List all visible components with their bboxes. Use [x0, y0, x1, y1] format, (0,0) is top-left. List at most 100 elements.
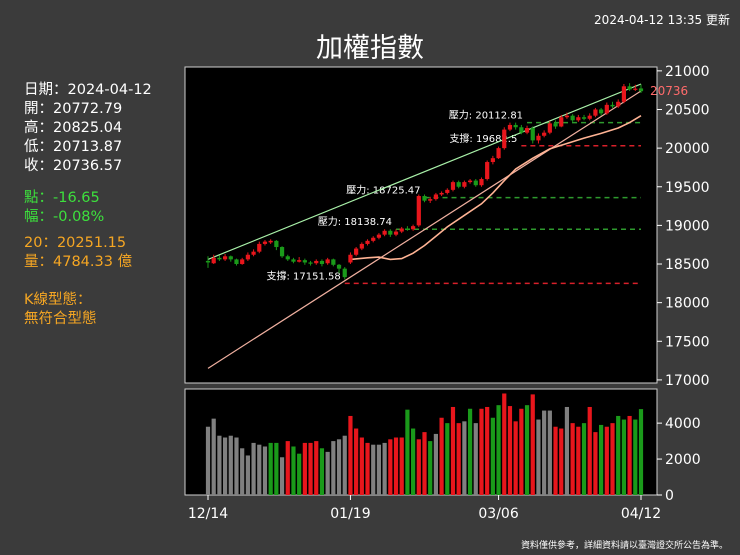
- volume-bar: [348, 415, 353, 495]
- volume-bar: [633, 419, 638, 495]
- volume-bar: [297, 453, 302, 495]
- candle-body: [205, 260, 211, 263]
- candle-body: [308, 262, 313, 264]
- volume-bar: [616, 415, 621, 495]
- candle-body: [245, 254, 250, 260]
- volume-bar: [542, 410, 547, 495]
- candle-body: [348, 254, 353, 263]
- chart-title: 加權指數: [316, 33, 424, 64]
- volume-bar: [245, 455, 250, 495]
- volume-bar: [490, 417, 495, 495]
- candle-body: [507, 124, 513, 130]
- disclaimer-footer: 資料僅供參考，詳細資料請以臺灣證交所公告為準。: [520, 541, 728, 551]
- price-tick-label: 18000: [665, 296, 710, 312]
- candle-body: [325, 259, 330, 264]
- candle-body: [576, 117, 581, 121]
- candle-body: [559, 117, 564, 127]
- upper-channel-line: [207, 83, 642, 260]
- update-timestamp: 2024-04-12 13:35 更新: [594, 13, 730, 27]
- volume-bar: [433, 433, 438, 495]
- volume-bar: [621, 419, 627, 495]
- volume-bar: [502, 393, 507, 495]
- volume-bar: [445, 423, 450, 495]
- last-price-label: 20736: [650, 84, 688, 98]
- volume-bar: [371, 444, 376, 495]
- volume-bar: [388, 439, 393, 495]
- volume-bar: [411, 428, 416, 495]
- volume-bar: [462, 421, 467, 495]
- candle-body: [524, 128, 530, 133]
- volume-bar: [336, 439, 342, 495]
- info-change-points: 點：-16.65: [24, 190, 100, 206]
- candle-body: [240, 259, 245, 265]
- volume-bar: [428, 441, 433, 495]
- candle-body: [319, 260, 325, 265]
- volume-bar: [222, 437, 228, 495]
- volume-bar: [393, 437, 399, 495]
- price-tick-label: 18500: [665, 257, 710, 273]
- volume-bar: [331, 441, 336, 495]
- volume-bar: [530, 394, 535, 495]
- candle-body: [285, 256, 290, 260]
- candle-body: [331, 259, 336, 265]
- volume-bar: [308, 442, 313, 495]
- date-tick-label: 03/06: [478, 506, 518, 522]
- candle-body: [547, 123, 552, 133]
- price-tick-label: 20500: [665, 102, 710, 118]
- candle-body: [433, 194, 438, 200]
- kline-pattern-label: K線型態：: [24, 292, 92, 308]
- candle-body: [542, 132, 547, 136]
- volume-bar: [513, 421, 518, 495]
- volume-bar: [564, 406, 570, 495]
- volume-tick-label: 2000: [665, 452, 701, 468]
- volume-bar: [422, 432, 427, 495]
- candle-body: [570, 115, 575, 121]
- info-open: 開：20772.79: [24, 101, 123, 117]
- date-tick-label: 12/14: [188, 506, 228, 522]
- candle-body: [621, 86, 627, 102]
- candle-body: [439, 192, 444, 195]
- candle-body: [422, 196, 427, 201]
- info-high: 高：20825.04: [24, 120, 123, 136]
- volume-plot-area: [184, 388, 658, 496]
- candle-body: [581, 117, 587, 119]
- candle-body: [490, 158, 495, 163]
- candle-body: [411, 226, 416, 230]
- info-close: 收：20736.57: [24, 158, 123, 174]
- volume-bar: [519, 408, 524, 495]
- volume-bar: [376, 444, 382, 495]
- price-tick-label: 19500: [665, 180, 710, 196]
- candle-body: [365, 240, 370, 244]
- candles: [205, 83, 644, 280]
- candle-body: [564, 115, 570, 118]
- candle-body: [342, 268, 347, 278]
- volume-bar: [416, 439, 421, 495]
- candle-body: [479, 179, 484, 186]
- volume-bar: [496, 405, 501, 495]
- candle-body: [359, 243, 364, 249]
- candle-body: [428, 199, 433, 201]
- volume-bar: [342, 435, 347, 495]
- volume-bar: [251, 442, 256, 495]
- candle-body: [604, 104, 609, 114]
- candle-body: [616, 101, 621, 107]
- volume-bar: [217, 435, 222, 495]
- level-label-resistance: 壓力: 18725.47: [346, 184, 420, 197]
- volume-bar: [325, 451, 330, 495]
- candle-body: [336, 264, 342, 269]
- price-tick-label: 20000: [665, 141, 710, 157]
- info-date: 日期：2024-04-12: [24, 82, 152, 98]
- kline-pattern-value: 無符合型態: [24, 311, 97, 327]
- candle-body: [456, 182, 461, 187]
- volume-bar: [382, 442, 387, 495]
- candle-body: [217, 257, 222, 260]
- candle-body: [302, 260, 307, 263]
- volume-bar: [291, 446, 296, 495]
- volume-bar: [262, 446, 268, 495]
- candle-body: [519, 127, 524, 133]
- price-tick-label: 17000: [665, 373, 710, 389]
- volume-bar: [314, 441, 319, 495]
- candle-body: [279, 247, 285, 257]
- volume-bars: [205, 393, 644, 495]
